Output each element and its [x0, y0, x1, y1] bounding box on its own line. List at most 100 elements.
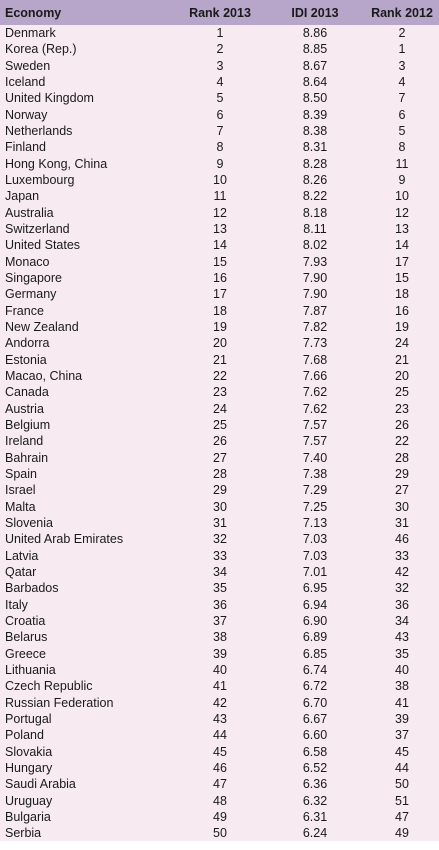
cell-rank-2013: 13 [213, 222, 227, 237]
table-row: Hong Kong, China 9 8.28 11 [0, 155, 439, 172]
cell-rank-2012: 6 [398, 107, 406, 122]
table-row: Croatia 37 6.90 34 [0, 612, 439, 630]
cell-rank-2012: 40 [395, 662, 409, 677]
cell-rank-2013: 32 [213, 532, 227, 547]
cell-rank-2012: 13 [395, 222, 409, 237]
cell-rank-2012: 19 [395, 320, 409, 335]
cell-rank-2012: 47 [395, 809, 409, 824]
cell-idi-2013: 6.70 [302, 695, 328, 710]
cell-idi-2013: 8.50 [302, 91, 328, 106]
table-row: Uruguay 48 6.32 51 [0, 792, 439, 809]
cell-idi-2013: 7.93 [302, 254, 328, 269]
cell-rank-2013: 5 [216, 91, 224, 106]
cell-idi-2013: 8.22 [302, 189, 328, 204]
cell-idi-2013: 8.64 [302, 75, 328, 90]
cell-economy: Germany [5, 287, 57, 302]
table-row: Australia 12 8.18 12 [0, 204, 439, 221]
cell-rank-2013: 8 [216, 140, 224, 155]
cell-idi-2013: 6.60 [302, 728, 328, 743]
cell-economy: Lithuania [5, 662, 56, 677]
cell-idi-2013: 8.26 [302, 173, 328, 188]
cell-idi-2013: 6.95 [302, 581, 328, 596]
cell-economy: Uruguay [5, 793, 53, 808]
table-row: Macao, China 22 7.66 20 [0, 367, 439, 385]
cell-rank-2013: 33 [213, 548, 227, 563]
cell-rank-2012: 11 [395, 156, 409, 171]
cell-rank-2012: 28 [395, 450, 409, 465]
cell-economy: Poland [5, 728, 44, 743]
cell-idi-2013: 6.74 [302, 662, 328, 677]
header-row: Economy Rank 2013 IDI 2013 Rank 2012 [0, 0, 439, 25]
cell-rank-2013: 15 [213, 254, 227, 269]
cell-idi-2013: 7.87 [302, 303, 328, 318]
cell-idi-2013: 7.62 [302, 401, 328, 416]
cell-economy: Serbia [5, 826, 42, 841]
cell-rank-2012: 20 [395, 369, 409, 384]
cell-rank-2013: 14 [213, 238, 227, 253]
cell-rank-2013: 6 [216, 107, 224, 122]
cell-rank-2013: 29 [213, 483, 227, 498]
table-row: Estonia 21 7.68 21 [0, 351, 439, 368]
cell-rank-2012: 31 [395, 516, 409, 530]
cell-rank-2012: 16 [395, 303, 409, 318]
cell-economy: Israel [5, 483, 36, 498]
table-row: Sweden 3 8.67 3 [0, 57, 439, 74]
table-row: United Kingdom 5 8.50 7 [0, 90, 439, 107]
cell-rank-2012: 38 [395, 679, 409, 694]
cell-idi-2013: 6.67 [302, 711, 328, 726]
cell-rank-2013: 18 [213, 303, 227, 318]
cell-rank-2012: 1 [398, 42, 406, 57]
cell-idi-2013: 7.82 [302, 320, 328, 335]
table-row: Denmark 1 8.86 2 [0, 25, 439, 42]
cell-idi-2013: 6.85 [302, 646, 328, 661]
cell-idi-2013: 7.01 [302, 564, 328, 579]
cell-economy: Slovenia [5, 516, 53, 530]
cell-idi-2013: 7.25 [302, 499, 328, 514]
cell-idi-2013: 7.62 [302, 385, 328, 400]
cell-idi-2013: 8.38 [302, 124, 328, 139]
cell-idi-2013: 8.11 [303, 222, 327, 237]
cell-idi-2013: 6.31 [302, 809, 328, 824]
table-row: New Zealand 19 7.82 19 [0, 318, 439, 336]
cell-economy: Macao, China [5, 369, 83, 384]
cell-rank-2012: 10 [395, 189, 409, 204]
cell-economy: Italy [5, 597, 28, 612]
cell-idi-2013: 8.02 [302, 238, 328, 253]
cell-rank-2012: 30 [395, 499, 409, 514]
cell-idi-2013: 7.29 [302, 483, 328, 498]
cell-idi-2013: 8.18 [302, 205, 328, 220]
table-row: Finland 8 8.31 8 [0, 139, 439, 156]
cell-idi-2013: 7.40 [302, 450, 328, 465]
cell-rank-2012: 29 [395, 467, 409, 482]
cell-rank-2013: 9 [216, 156, 224, 171]
cell-economy: Slovakia [5, 744, 53, 759]
table-row: Malta 30 7.25 30 [0, 498, 439, 515]
cell-economy: Croatia [5, 613, 46, 628]
cell-rank-2013: 16 [213, 271, 227, 286]
table-row: Bahrain 27 7.40 28 [0, 449, 439, 466]
cell-rank-2013: 37 [213, 613, 227, 628]
table-row: Ireland 26 7.57 22 [0, 433, 439, 450]
table-row: Belarus 38 6.89 43 [0, 629, 439, 646]
table-row: United States 14 8.02 14 [0, 237, 439, 254]
cell-economy: United States [5, 238, 81, 253]
cell-idi-2013: 6.72 [302, 679, 328, 694]
cell-economy: Belarus [5, 630, 48, 645]
header-rank-2013: Rank 2013 [170, 0, 270, 25]
table-row: France 18 7.87 16 [0, 302, 439, 319]
cell-rank-2013: 36 [213, 597, 227, 612]
cell-rank-2013: 41 [213, 679, 227, 694]
cell-idi-2013: 7.90 [302, 271, 328, 286]
cell-economy: Luxembourg [5, 173, 75, 188]
cell-idi-2013: 7.38 [302, 467, 328, 482]
cell-rank-2012: 46 [395, 532, 409, 547]
cell-economy: Netherlands [5, 124, 73, 139]
cell-rank-2013: 35 [213, 581, 227, 596]
cell-rank-2013: 42 [213, 695, 227, 710]
cell-rank-2012: 2 [398, 26, 406, 41]
cell-rank-2013: 17 [213, 287, 227, 302]
cell-rank-2012: 50 [395, 777, 409, 792]
table-row: Austria 24 7.62 23 [0, 400, 439, 417]
cell-rank-2013: 46 [213, 760, 227, 775]
table-row: Canada 23 7.62 25 [0, 384, 439, 401]
